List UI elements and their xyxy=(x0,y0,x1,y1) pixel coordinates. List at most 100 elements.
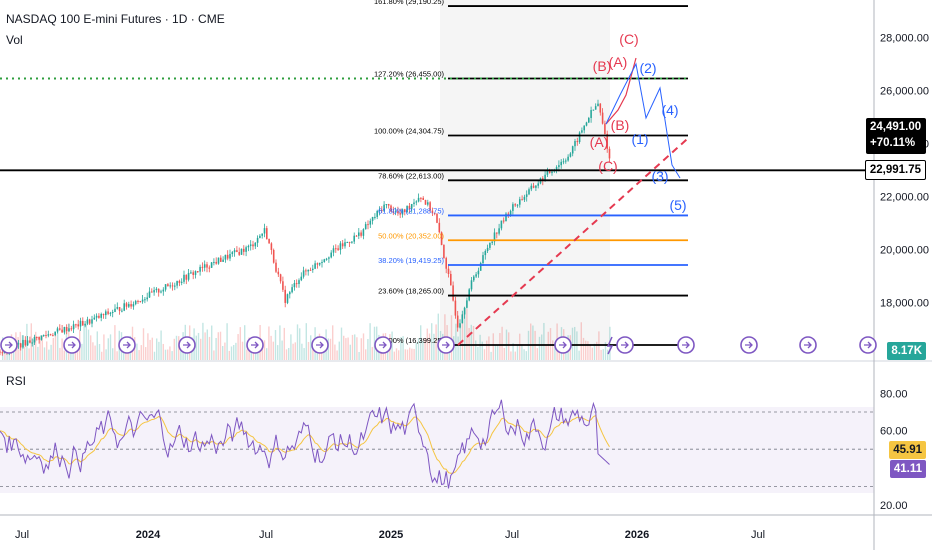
volume-bar xyxy=(167,349,169,360)
volume-indicator-label[interactable]: Vol xyxy=(6,33,23,47)
candle-body xyxy=(226,254,229,259)
event-arrow-icon xyxy=(442,341,450,349)
volume-bar xyxy=(428,333,431,360)
candle-body xyxy=(401,209,404,215)
volume-bar xyxy=(57,329,59,360)
volume-bar xyxy=(226,323,228,360)
candle-body xyxy=(29,340,31,343)
candle-body xyxy=(608,148,611,159)
candle-body xyxy=(413,202,415,205)
volume-bar xyxy=(362,333,365,360)
volume-bar xyxy=(241,341,244,360)
candle-body xyxy=(24,339,27,346)
candle-body xyxy=(583,125,585,131)
candle-body xyxy=(415,201,418,203)
time-axis-label: Jul xyxy=(259,529,273,541)
volume-bar xyxy=(261,339,263,360)
candle-body xyxy=(0,351,1,353)
volume-bar xyxy=(116,351,118,360)
volume-bar xyxy=(472,325,475,360)
volume-bar xyxy=(171,351,173,360)
candle-body xyxy=(399,213,401,215)
time-axis-label: Jul xyxy=(505,529,519,541)
volume-bar xyxy=(340,327,343,360)
volume-bar xyxy=(461,314,464,360)
volume-bar xyxy=(464,308,466,360)
candle-body xyxy=(17,343,20,345)
candle-body xyxy=(571,146,574,154)
candle-body xyxy=(300,276,303,281)
volume-bar xyxy=(523,349,525,360)
candle-body xyxy=(473,276,475,281)
fib-level-label: 38.20% (19,419.25) xyxy=(378,256,444,265)
candle-body xyxy=(500,220,503,229)
volume-bar xyxy=(105,349,107,360)
fib-level-label: 127.20% (26,455.00) xyxy=(374,70,445,79)
candle-body xyxy=(339,243,342,250)
candle-body xyxy=(489,242,491,248)
candle-body xyxy=(394,211,397,213)
event-arrow-icon xyxy=(68,341,76,349)
volume-bar xyxy=(538,336,541,360)
volume-bar xyxy=(4,348,6,360)
candle-body xyxy=(167,284,169,287)
candle-body xyxy=(328,257,330,259)
volume-bar xyxy=(296,324,299,360)
candle-body xyxy=(70,328,73,330)
candle-body xyxy=(26,340,29,346)
candle-body xyxy=(201,266,204,268)
candle-body xyxy=(42,335,45,337)
volume-bar xyxy=(103,334,105,360)
candle-body xyxy=(277,271,280,275)
candle-body xyxy=(298,280,300,285)
volume-bar xyxy=(457,336,459,360)
candle-body xyxy=(346,242,349,244)
candle-body xyxy=(229,254,231,259)
volume-bar xyxy=(411,348,413,360)
candle-body xyxy=(397,211,399,214)
candle-body xyxy=(383,204,385,212)
volume-bar xyxy=(477,346,479,360)
volume-bar xyxy=(503,347,505,360)
projection-path-blue xyxy=(605,62,681,179)
candle-body xyxy=(330,252,332,258)
candle-body xyxy=(332,248,335,253)
candle-body xyxy=(224,254,227,260)
fib-level-label: 78.60% (22,613.00) xyxy=(378,171,444,180)
trendline-dashed xyxy=(457,137,689,346)
symbol-title[interactable]: NASDAQ 100 E-mini Futures · 1D · CME xyxy=(6,12,225,26)
candle-body xyxy=(438,222,441,233)
wave-label: (C) xyxy=(619,31,638,47)
volume-bar xyxy=(587,341,589,360)
candle-body xyxy=(484,251,487,256)
candle-body xyxy=(569,153,572,157)
volume-bar xyxy=(486,340,488,360)
rsi-indicator-label[interactable]: RSI xyxy=(6,374,27,388)
volume-bar xyxy=(307,341,310,360)
volume-tag: 8.17K xyxy=(887,342,926,360)
volume-bar xyxy=(272,341,274,360)
volume-bar xyxy=(202,322,204,360)
candle-body xyxy=(162,289,165,292)
change-percent: +70.11% xyxy=(870,137,916,149)
rsi-axis-label: 80.00 xyxy=(880,388,908,400)
volume-bar xyxy=(582,337,585,360)
candle-body xyxy=(477,270,480,275)
candle-body xyxy=(36,336,38,338)
volume-bar xyxy=(543,322,545,360)
volume-bar xyxy=(290,334,292,360)
candle-body xyxy=(516,204,519,206)
volume-bar xyxy=(332,325,334,360)
candle-body xyxy=(284,289,286,303)
candle-body xyxy=(146,297,148,300)
candle-body xyxy=(385,204,388,206)
volume-bar xyxy=(334,344,336,360)
candle-body xyxy=(275,262,277,272)
candle-body xyxy=(431,210,434,214)
candle-body xyxy=(318,262,321,265)
candle-body xyxy=(316,263,319,265)
volume-bar xyxy=(600,349,602,360)
candle-body xyxy=(505,213,507,222)
volume-bar xyxy=(59,347,61,360)
